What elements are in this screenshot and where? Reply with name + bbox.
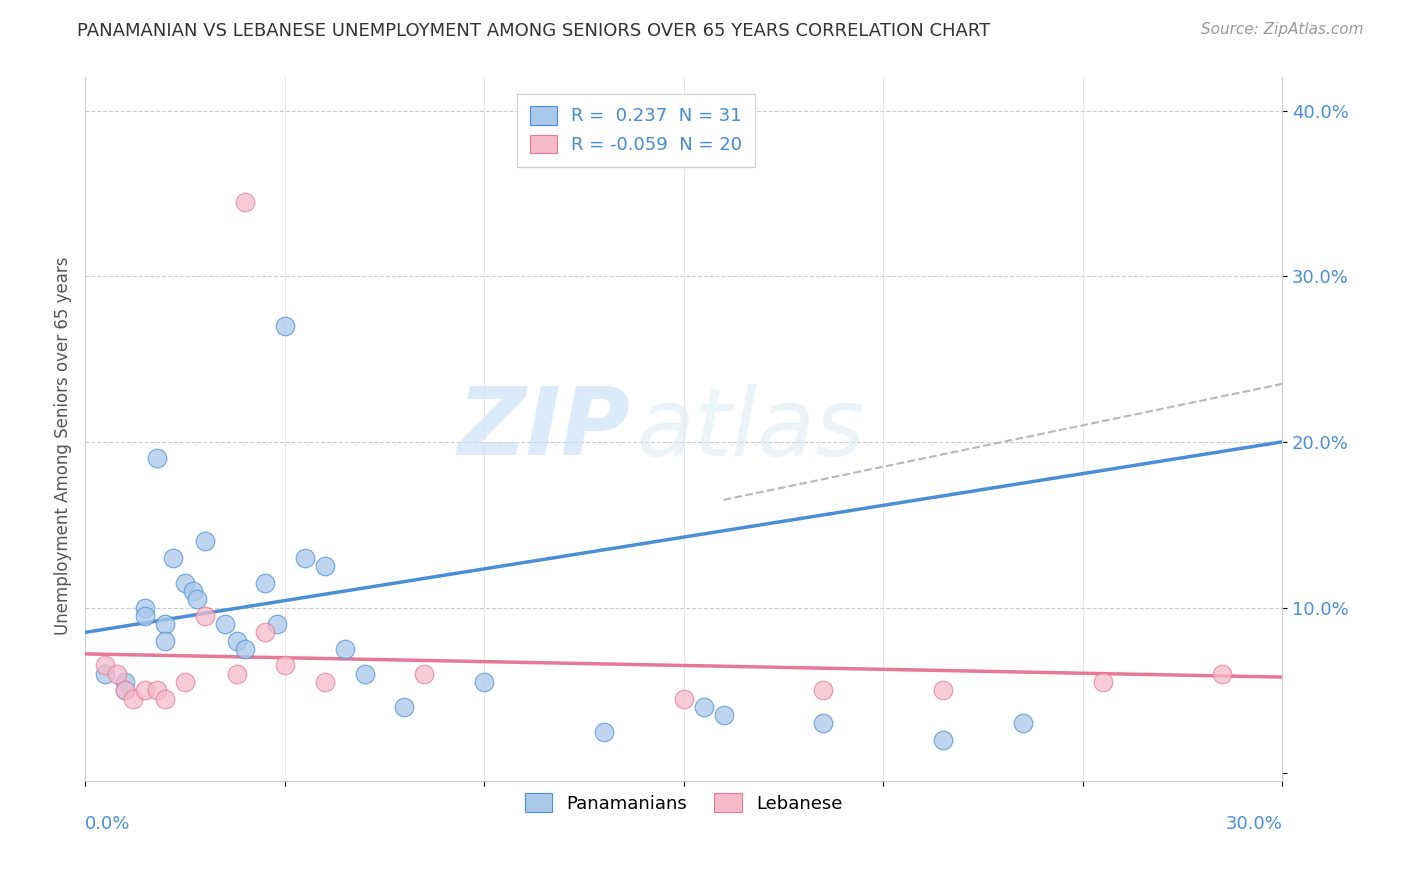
Legend: R =  0.237  N = 31, R = -0.059  N = 20: R = 0.237 N = 31, R = -0.059 N = 20 bbox=[517, 94, 755, 167]
Text: ZIP: ZIP bbox=[457, 384, 630, 475]
Point bbox=[233, 194, 256, 209]
Point bbox=[274, 318, 297, 333]
Point bbox=[153, 691, 176, 706]
Point bbox=[194, 608, 217, 623]
Point bbox=[593, 724, 616, 739]
Point bbox=[134, 600, 156, 615]
Point bbox=[266, 617, 288, 632]
Point bbox=[174, 675, 197, 690]
Point bbox=[114, 675, 136, 690]
Point bbox=[122, 691, 145, 706]
Point bbox=[225, 633, 247, 648]
Point bbox=[253, 625, 276, 640]
Point bbox=[134, 683, 156, 698]
Point bbox=[181, 583, 204, 598]
Point bbox=[134, 608, 156, 623]
Point bbox=[225, 666, 247, 681]
Point bbox=[672, 691, 695, 706]
Point bbox=[153, 617, 176, 632]
Text: 0.0%: 0.0% bbox=[86, 815, 131, 833]
Point bbox=[194, 534, 217, 549]
Point bbox=[813, 716, 835, 731]
Text: 30.0%: 30.0% bbox=[1226, 815, 1282, 833]
Text: Unemployment Among Seniors over 65 years: Unemployment Among Seniors over 65 years bbox=[55, 257, 72, 635]
Point bbox=[214, 617, 236, 632]
Point bbox=[353, 666, 375, 681]
Point bbox=[314, 559, 336, 574]
Text: atlas: atlas bbox=[636, 384, 865, 475]
Point bbox=[162, 550, 184, 565]
Point bbox=[146, 683, 169, 698]
Point bbox=[153, 633, 176, 648]
Text: Source: ZipAtlas.com: Source: ZipAtlas.com bbox=[1201, 22, 1364, 37]
Point bbox=[233, 641, 256, 656]
Point bbox=[394, 699, 416, 714]
Point bbox=[146, 451, 169, 466]
Point bbox=[314, 675, 336, 690]
Point bbox=[105, 666, 128, 681]
Text: PANAMANIAN VS LEBANESE UNEMPLOYMENT AMONG SENIORS OVER 65 YEARS CORRELATION CHAR: PANAMANIAN VS LEBANESE UNEMPLOYMENT AMON… bbox=[77, 22, 991, 40]
Point bbox=[693, 699, 716, 714]
Point bbox=[274, 658, 297, 673]
Point bbox=[94, 666, 117, 681]
Point bbox=[294, 550, 316, 565]
Point bbox=[114, 683, 136, 698]
Point bbox=[932, 733, 955, 747]
Point bbox=[472, 675, 495, 690]
Point bbox=[94, 658, 117, 673]
Point bbox=[186, 592, 208, 607]
Point bbox=[1091, 675, 1114, 690]
Point bbox=[713, 708, 735, 723]
Point bbox=[1012, 716, 1035, 731]
Point bbox=[932, 683, 955, 698]
Point bbox=[253, 575, 276, 590]
Point bbox=[174, 575, 197, 590]
Point bbox=[813, 683, 835, 698]
Point bbox=[1211, 666, 1233, 681]
Point bbox=[333, 641, 356, 656]
Point bbox=[114, 683, 136, 698]
Point bbox=[413, 666, 436, 681]
